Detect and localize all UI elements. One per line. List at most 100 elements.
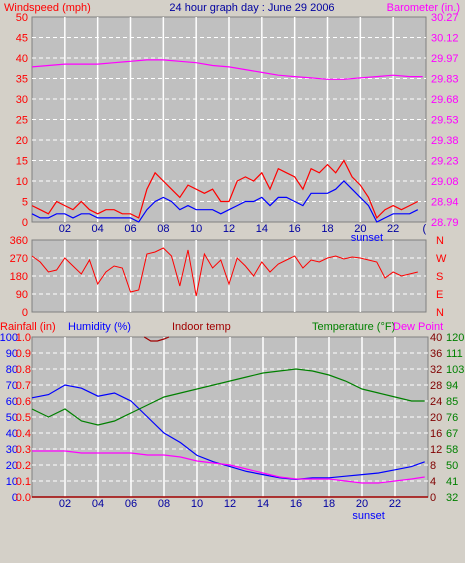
grid (32, 17, 428, 497)
humidity-tick-label: 20 (6, 460, 18, 472)
barometer-axis-title: Barometer (in.) (387, 2, 460, 14)
compass-tick-label: E (436, 289, 443, 301)
rain-tick-label: 0.7 (16, 380, 31, 392)
temp-c-tick-label: 4 (430, 476, 436, 488)
temp-c-tick-label: 0 (430, 492, 436, 504)
temp-f-tick-label: 50 (446, 460, 458, 472)
temp-f-tick-label: 120 (446, 332, 464, 344)
windspeed-axis-title: Windspeed (mph) (4, 2, 91, 14)
humidity-axis-title: Humidity (%) (68, 321, 131, 333)
temp-c-tick-label: 40 (430, 332, 442, 344)
hour-tick-label: 10 (190, 223, 202, 235)
hour-tick-label: 16 (289, 223, 301, 235)
wind-tick-label: 40 (16, 53, 28, 65)
wind-tick-label: 20 (16, 135, 28, 147)
temp-c-tick-label: 28 (430, 380, 442, 392)
hour-tick-label: 18 (321, 223, 333, 235)
hour-tick-label: ( (423, 223, 427, 235)
temp-f-tick-label: 58 (446, 444, 458, 456)
indoor-temp-line (143, 336, 170, 342)
hour-tick-label: 14 (257, 498, 269, 510)
humidity-tick-label: 90 (6, 348, 18, 360)
hour-tick-label: 18 (323, 498, 335, 510)
temp-c-tick-label: 12 (430, 444, 442, 456)
rain-tick-label: 0.3 (16, 444, 31, 456)
sunset-label: sunset (352, 510, 384, 522)
temp-f-tick-label: 76 (446, 412, 458, 424)
humidity-tick-label: 70 (6, 380, 18, 392)
hour-tick-label: 08 (157, 223, 169, 235)
hour-tick-label: 04 (92, 498, 104, 510)
rainfall-axis-title: Rainfall (in) (0, 321, 56, 333)
temp-c-tick-label: 24 (430, 396, 442, 408)
hour-tick-label: 02 (59, 223, 71, 235)
rain-tick-label: 0.9 (16, 348, 31, 360)
temp-c-tick-label: 36 (430, 348, 442, 360)
windspeed-gust-line (31, 159, 419, 219)
barometer-tick-label: 29.68 (431, 94, 459, 106)
temp-f-tick-label: 85 (446, 396, 458, 408)
hour-tick-label: 06 (125, 498, 137, 510)
hour-tick-label: 10 (191, 498, 203, 510)
barometer-tick-label: 30.12 (431, 33, 459, 45)
direction-tick-label: 0 (22, 307, 28, 319)
humidity-line (31, 384, 425, 481)
humidity-tick-label: 40 (6, 428, 18, 440)
barometer-tick-label: 29.53 (431, 115, 459, 127)
temp-f-tick-label: 94 (446, 380, 458, 392)
direction-tick-label: 90 (16, 289, 28, 301)
humidity-tick-label: 0 (12, 492, 18, 504)
hour-tick-label: 20 (354, 223, 366, 235)
wind-tick-label: 10 (16, 176, 28, 188)
indoor-temp-legend: Indoor temp (172, 321, 231, 333)
wind-tick-label: 0 (22, 217, 28, 229)
dewpoint-line (32, 450, 425, 484)
compass-tick-label: N (436, 235, 444, 247)
barometer-tick-label: 29.38 (431, 135, 459, 147)
axis-ticks: 5045403530252015105030.2730.1229.9729.83… (0, 12, 464, 522)
temperature-line (31, 368, 425, 426)
hour-tick-label: 06 (124, 223, 136, 235)
rain-tick-label: 0.2 (16, 460, 31, 472)
wind-tick-label: 5 (22, 197, 28, 209)
hour-tick-label: 20 (356, 498, 368, 510)
graph-title: 24 hour graph day : June 29 2006 (169, 2, 334, 14)
barometer-tick-label: 29.23 (431, 156, 459, 168)
sunset-label: sunset (351, 232, 383, 244)
barometer-tick-label: 29.83 (431, 74, 459, 86)
humidity-tick-label: 100 (0, 332, 18, 344)
barometer-tick-label: 28.94 (431, 197, 459, 209)
direction-tick-label: 360 (10, 235, 28, 247)
humidity-tick-label: 50 (6, 412, 18, 424)
hour-tick-label: 04 (92, 223, 104, 235)
series (31, 59, 428, 498)
rain-tick-label: 0.5 (16, 412, 31, 424)
wind-tick-label: 30 (16, 94, 28, 106)
barometer-line (31, 59, 423, 80)
direction-tick-label: 270 (10, 253, 28, 265)
windspeed-average-line (31, 180, 419, 223)
temp-f-tick-label: 41 (446, 476, 458, 488)
hour-tick-label: 22 (389, 498, 401, 510)
temp-c-tick-label: 8 (430, 460, 436, 472)
hour-tick-label: 12 (223, 223, 235, 235)
hour-tick-label: 12 (224, 498, 236, 510)
wind-tick-label: 15 (16, 156, 28, 168)
humidity-tick-label: 60 (6, 396, 18, 408)
wind-tick-label: 45 (16, 33, 28, 45)
temp-c-tick-label: 32 (430, 364, 442, 376)
humidity-tick-label: 10 (6, 476, 18, 488)
wind-tick-label: 35 (16, 74, 28, 86)
barometer-tick-label: 28.79 (431, 217, 459, 229)
dewpoint-legend: Dew Point (393, 321, 443, 333)
wind-direction-line (31, 247, 418, 297)
hour-tick-label: 22 (387, 223, 399, 235)
compass-tick-label: S (436, 271, 443, 283)
barometer-tick-label: 29.97 (431, 53, 459, 65)
temperature-axis-title: Temperature (°F) (312, 321, 395, 333)
rain-tick-label: 0.0 (16, 492, 31, 504)
temp-c-tick-label: 16 (430, 428, 442, 440)
compass-tick-label: N (436, 307, 444, 319)
humidity-tick-label: 80 (6, 364, 18, 376)
